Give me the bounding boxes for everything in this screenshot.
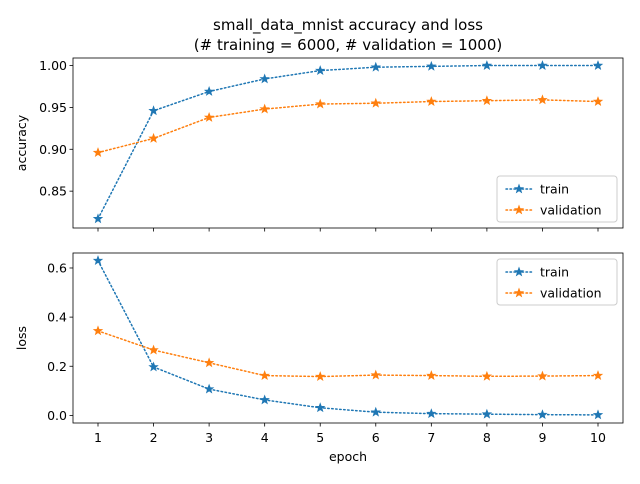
y-tick-label: 0.2: [47, 359, 67, 374]
axes-frame: [72, 252, 624, 424]
data-point-train: [370, 406, 381, 417]
data-point-train: [92, 213, 104, 224]
chart-subtitle: (# training = 6000, # validation = 1000): [194, 36, 502, 54]
y-tick-label: 0.95: [39, 100, 67, 115]
data-point-validation: [259, 370, 270, 381]
y-tick-label: 0.85: [39, 184, 67, 199]
x-tick-label: 6: [372, 430, 380, 445]
data-point-validation: [148, 344, 159, 355]
legend-marker-train: [513, 183, 525, 194]
data-point-train: [537, 409, 548, 420]
y-tick-label: 0.4: [47, 310, 67, 325]
data-point-validation: [315, 371, 326, 381]
legend: train validation: [496, 175, 618, 223]
data-point-train: [481, 60, 493, 70]
data-point-train: [370, 61, 381, 72]
y-tick-label: 0.90: [39, 142, 67, 157]
axes-frame: [72, 57, 624, 229]
legend-marker-validation: [513, 204, 525, 215]
chart-title: small_data_mnist accuracy and loss: [213, 16, 483, 35]
data-point-train: [203, 86, 215, 96]
x-tick-label: 4: [261, 430, 269, 445]
data-point-validation: [148, 132, 159, 143]
data-point-train: [315, 65, 326, 75]
data-point-train: [203, 383, 215, 394]
y-axis-label: loss: [14, 326, 29, 350]
series-line-validation: [97, 99, 599, 154]
data-point-train: [148, 105, 159, 116]
data-point-validation: [92, 147, 104, 158]
data-point-validation: [370, 97, 381, 108]
x-tick-label: 8: [483, 430, 491, 445]
y-tick-label: 1.00: [39, 58, 67, 73]
legend-label-train: train: [540, 265, 569, 280]
legend-marker-validation: [513, 287, 525, 298]
data-point-validation: [315, 98, 326, 109]
loss-panel: 0.0 0.2 0.4 0.6 1 2 3 4 5 6 7 8 9 10 loss epoch train val…: [14, 252, 624, 464]
y-tick-label: 0.6: [47, 260, 67, 275]
data-point-train: [537, 60, 548, 70]
legend-marker-train: [513, 266, 525, 277]
legend-label-validation: validation: [540, 203, 602, 218]
data-point-validation: [92, 325, 104, 336]
x-axis-label: epoch: [329, 449, 367, 464]
x-tick-label: 10: [590, 430, 606, 445]
data-point-validation: [203, 112, 215, 122]
data-point-train: [259, 394, 270, 405]
data-point-train: [148, 361, 159, 372]
x-tick-label: 5: [316, 430, 324, 445]
x-tick-label: 3: [205, 430, 213, 445]
y-tick-label: 0.0: [47, 408, 67, 423]
data-point-validation: [592, 370, 604, 381]
series-line-train: [97, 259, 599, 416]
accuracy-panel: 0.85 0.90 0.95 1.00 accuracy train validation: [14, 57, 624, 232]
x-tick-label: 1: [94, 430, 102, 445]
data-point-train: [592, 409, 604, 420]
data-point-train: [259, 73, 270, 84]
data-point-train: [426, 60, 437, 71]
legend-label-train: train: [540, 182, 569, 197]
data-point-validation: [203, 357, 215, 368]
x-tick-label: 9: [538, 430, 546, 445]
data-point-train: [592, 60, 604, 70]
series-line-train: [97, 64, 599, 220]
x-tick-label: 2: [150, 430, 158, 445]
data-point-train: [481, 408, 493, 419]
data-point-validation: [481, 95, 493, 106]
data-point-validation: [370, 369, 381, 380]
data-point-train: [426, 408, 437, 419]
data-point-train: [315, 402, 326, 413]
data-point-validation: [426, 370, 437, 381]
data-point-validation: [592, 96, 604, 106]
legend-label-validation: validation: [540, 286, 602, 301]
series-line-validation: [97, 330, 599, 378]
data-point-validation: [537, 370, 548, 381]
data-point-train: [92, 255, 104, 266]
y-axis-label: accuracy: [14, 114, 29, 171]
data-point-validation: [537, 94, 548, 105]
data-point-validation: [259, 103, 270, 114]
x-tick-label: 7: [427, 430, 435, 445]
data-point-validation: [481, 370, 493, 381]
legend: train validation: [496, 258, 618, 306]
data-point-validation: [426, 96, 437, 106]
